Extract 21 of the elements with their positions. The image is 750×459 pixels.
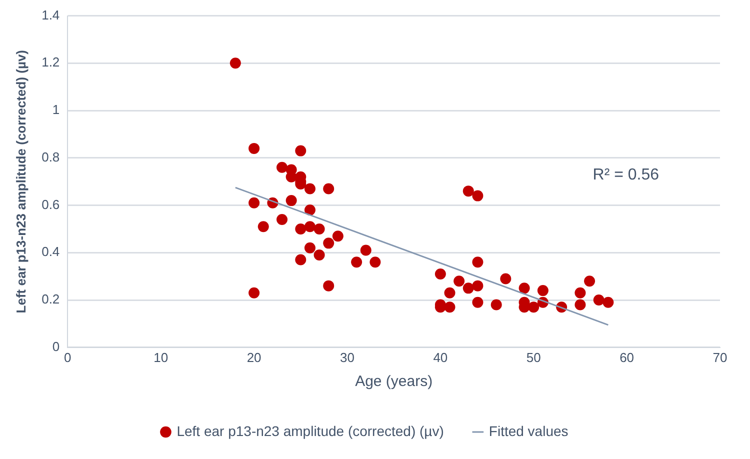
x-tick-label: 60 bbox=[620, 350, 634, 365]
annotation: R² = 0.56 bbox=[592, 166, 660, 184]
y-tick-label: 1.4 bbox=[42, 7, 60, 22]
y-tick-label: 0.8 bbox=[42, 149, 60, 164]
y-tick-label: 0.6 bbox=[42, 196, 60, 212]
legend-label: Fitted values bbox=[488, 422, 568, 439]
y-tick-label: 1 bbox=[52, 102, 60, 118]
y-tick-label: 0 bbox=[52, 338, 60, 354]
y-axis-title: Left ear p13-n23 amplitude (corrected) (µv) bbox=[13, 50, 28, 314]
x-tick-label: 10 bbox=[154, 350, 168, 365]
x-tick-label: 40 bbox=[433, 350, 448, 365]
x-axis-title: Age (years) bbox=[355, 373, 433, 390]
y-tick-label: 1.2 bbox=[42, 54, 60, 70]
x-tick-label: 20 bbox=[246, 350, 262, 365]
y-tick-label: 0.4 bbox=[42, 244, 60, 260]
x-tick-label: 50 bbox=[526, 350, 541, 365]
x-tick-label: 70 bbox=[712, 350, 728, 365]
x-tick-label: 0 bbox=[64, 350, 72, 365]
y-tick-label: 0.2 bbox=[42, 292, 60, 307]
x-tick-label: 30 bbox=[340, 350, 354, 365]
legend-label: Left ear p13-n23 amplitude (corrected) (µv) bbox=[176, 422, 444, 439]
